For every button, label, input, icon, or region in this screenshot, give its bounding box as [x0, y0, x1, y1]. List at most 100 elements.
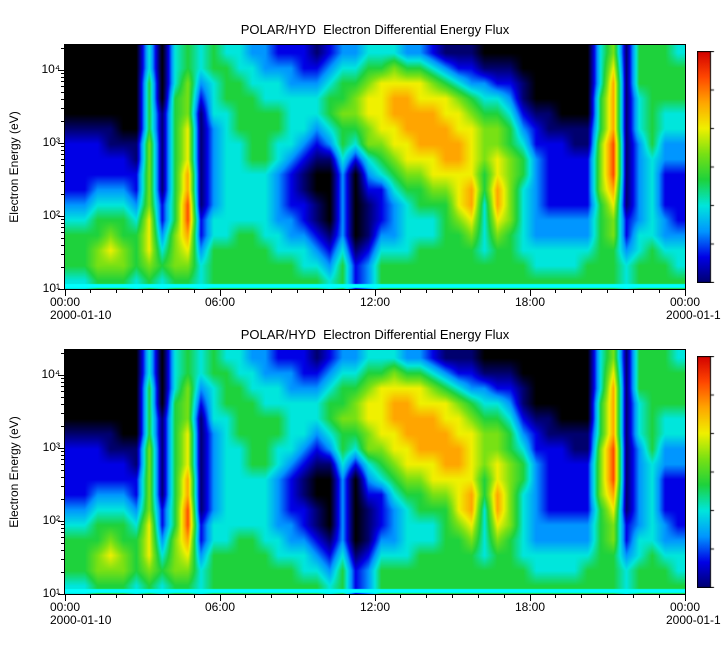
- x-axis-tick: [555, 290, 557, 293]
- x-axis-tick: [632, 290, 634, 293]
- x-tick-label: 06:00: [204, 600, 236, 614]
- x-axis-tick: [142, 595, 143, 598]
- y-axis-tick: [61, 180, 64, 182]
- plot-area: [64, 44, 686, 290]
- y-tick-label: 10⁴: [41, 62, 60, 77]
- x-axis-tick: [322, 290, 324, 293]
- x-tick-label: 06:00: [204, 295, 236, 309]
- y-axis-tick: [61, 451, 64, 453]
- y-tick-label: 10²: [42, 208, 60, 223]
- y-axis-tick: [61, 382, 64, 384]
- start-date-label: 2000-01-10: [50, 613, 112, 627]
- y-axis-tick: [61, 386, 64, 388]
- spectrogram-panel-2: POLAR/HYD Electron Differential Energy F…: [0, 307, 724, 629]
- x-axis-tick: [219, 595, 221, 601]
- x-axis-tick: [193, 290, 195, 293]
- y-axis-tick: [58, 142, 64, 144]
- y-tick-label: 10³: [42, 440, 60, 455]
- x-axis-tick: [684, 290, 686, 296]
- y-axis-tick: [61, 146, 64, 148]
- colorbar: [697, 356, 715, 588]
- y-axis-tick: [61, 413, 64, 415]
- x-axis-tick: [64, 290, 66, 296]
- x-axis-tick: [64, 595, 66, 601]
- x-axis-tick: [271, 595, 273, 598]
- x-axis-tick: [374, 595, 376, 601]
- y-axis-tick: [61, 549, 64, 551]
- y-tick-label: 10²: [42, 513, 60, 528]
- y-axis-tick: [61, 266, 64, 268]
- y-axis-tick: [61, 164, 64, 166]
- x-axis-tick: [452, 290, 453, 293]
- y-axis-tick: [61, 498, 64, 500]
- x-axis-tick: [426, 290, 428, 293]
- x-axis-tick: [632, 595, 634, 598]
- y-axis-tick: [61, 222, 64, 224]
- plot-area: [64, 349, 686, 595]
- x-axis-tick: [529, 595, 531, 601]
- spectrogram-panel-1: POLAR/HYD Electron Differential Energy F…: [0, 2, 724, 324]
- y-axis-tick: [61, 469, 64, 471]
- y-axis-tick: [61, 77, 64, 79]
- y-axis-tick: [61, 425, 64, 427]
- x-tick-label: 18:00: [514, 600, 546, 614]
- x-axis-tick: [607, 290, 608, 293]
- y-axis-tick: [61, 523, 64, 525]
- y-axis-tick: [61, 91, 64, 93]
- y-axis-tick: [61, 253, 64, 255]
- x-axis-tick: [245, 595, 247, 598]
- y-axis-tick: [58, 215, 64, 217]
- y-axis-tick: [61, 531, 64, 533]
- y-axis-tick: [61, 485, 64, 487]
- y-axis-tick: [61, 231, 64, 233]
- y-axis-tick: [61, 237, 64, 239]
- x-tick-label: 00:00: [49, 600, 81, 614]
- x-axis-tick: [90, 290, 92, 293]
- x-axis-tick: [426, 595, 428, 598]
- x-axis-tick: [581, 290, 583, 293]
- x-axis-tick: [116, 290, 118, 293]
- x-axis-tick: [116, 595, 118, 598]
- x-axis-tick: [374, 290, 376, 296]
- y-axis-tick: [61, 403, 64, 405]
- y-axis-tick: [61, 353, 64, 355]
- y-axis-tick: [61, 396, 64, 398]
- y-axis-tick: [61, 86, 64, 88]
- y-axis-tick: [58, 374, 64, 376]
- y-axis-tick: [61, 476, 64, 478]
- y-axis-label: Electron Energy (eV): [7, 111, 21, 223]
- x-axis-tick: [90, 595, 92, 598]
- start-date-label: 2000-01-10: [50, 308, 112, 322]
- plot-title: POLAR/HYD Electron Differential Energy F…: [240, 327, 510, 342]
- y-axis-tick: [58, 288, 64, 290]
- x-axis-tick: [167, 290, 169, 293]
- x-axis-tick: [658, 290, 660, 293]
- x-axis-tick: [503, 595, 505, 598]
- y-axis-tick: [61, 149, 64, 151]
- x-axis-tick: [271, 290, 273, 293]
- x-tick-label: 18:00: [514, 295, 546, 309]
- y-axis-tick: [61, 108, 64, 110]
- y-axis-tick: [61, 527, 64, 529]
- x-axis-tick: [400, 595, 402, 598]
- x-axis-tick: [529, 290, 531, 296]
- y-axis-tick: [58, 593, 64, 595]
- y-axis-tick: [61, 218, 64, 220]
- y-axis-tick: [61, 120, 64, 122]
- x-axis-tick: [477, 290, 479, 293]
- colorbar: [697, 51, 715, 283]
- x-tick-label: 00:00: [49, 295, 81, 309]
- x-tick-label: 00:00: [669, 600, 701, 614]
- y-axis-tick: [61, 454, 64, 456]
- y-tick-label: 10⁴: [41, 367, 60, 382]
- y-axis-label: Electron Energy (eV): [7, 416, 21, 528]
- y-axis-tick: [61, 378, 64, 380]
- x-tick-label: 00:00: [669, 295, 701, 309]
- x-axis-tick: [348, 595, 350, 598]
- y-tick-label: 10¹: [42, 586, 60, 600]
- y-axis-tick: [61, 81, 64, 83]
- y-axis-tick: [61, 558, 64, 560]
- x-axis-tick: [322, 595, 324, 598]
- spectrogram-image: [65, 350, 685, 594]
